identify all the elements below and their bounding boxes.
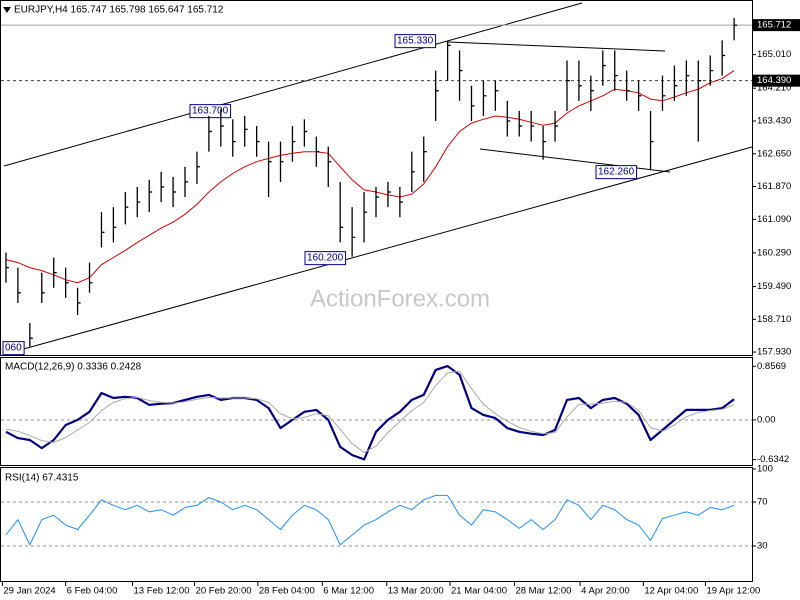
channel-upper xyxy=(3,2,583,167)
x-tick-label: 21 Mar 04:00 xyxy=(451,586,507,597)
y-tick-label: 161.870 xyxy=(757,181,791,192)
macd-panel xyxy=(0,357,753,466)
x-tick-label: 12 Apr 04:00 xyxy=(644,586,698,597)
y-tick-label: 70 xyxy=(757,497,768,508)
annotation-box xyxy=(304,251,347,266)
triangle-upper xyxy=(447,41,666,52)
annotation-box xyxy=(394,34,437,49)
y-tick-label: 160.290 xyxy=(757,247,791,258)
symbol-icon xyxy=(3,7,11,13)
price-panel xyxy=(0,0,753,356)
series-line xyxy=(5,494,735,546)
y-tick-label: 158.710 xyxy=(757,314,791,325)
annotation: 160.200 xyxy=(307,253,344,264)
moving-average xyxy=(5,70,735,284)
y-tick-label: 159.490 xyxy=(757,281,791,292)
triangle-lower xyxy=(479,148,671,173)
price-label: 165.712 xyxy=(757,20,791,31)
watermark: ActionForex.com xyxy=(310,285,490,312)
price-label: 164.390 xyxy=(757,75,791,86)
rsi-title: RSI(14) 67.4315 xyxy=(5,473,79,484)
series-line xyxy=(5,370,735,453)
annotation: 162.260 xyxy=(598,167,635,178)
y-tick-label: 163.430 xyxy=(757,116,791,127)
annotation: 163.700 xyxy=(192,106,229,117)
x-tick-label: 19 Apr 12:00 xyxy=(706,586,760,597)
annotation: 165.330 xyxy=(397,36,434,47)
series-line xyxy=(5,365,735,461)
y-tick-label: 162.650 xyxy=(757,148,791,159)
channel-lower xyxy=(19,146,753,351)
y-tick-label: 0.00 xyxy=(757,414,776,425)
x-tick-label: 4 Apr 20:00 xyxy=(581,586,630,597)
y-tick-label: 157.930 xyxy=(757,347,791,358)
y-tick-label: 30 xyxy=(757,541,768,552)
price-label-box xyxy=(752,19,800,32)
x-tick-label: 28 Mar 12:00 xyxy=(515,586,571,597)
x-tick-label: 6 Mar 12:00 xyxy=(323,586,374,597)
annotation-box xyxy=(595,165,638,180)
x-tick-label: 6 Feb 04:00 xyxy=(67,586,118,597)
y-tick-label: 100 xyxy=(757,464,773,475)
annotation-box xyxy=(2,341,25,356)
y-tick-label: -0.6342 xyxy=(757,454,789,465)
rsi-panel xyxy=(0,467,753,582)
y-tick-label: 161.090 xyxy=(757,214,791,225)
annotation: 060 xyxy=(5,343,22,354)
chart-title: EURJPY,H4 165.747 165.798 165.647 165.71… xyxy=(14,5,224,16)
x-tick-label: 29 Jan 2024 xyxy=(3,586,55,597)
trend-lines xyxy=(3,2,753,351)
y-tick-label: 164.210 xyxy=(757,83,791,94)
x-tick-label: 28 Feb 04:00 xyxy=(259,586,315,597)
y-tick-label: 165.010 xyxy=(757,49,791,60)
macd-title: MACD(12,26,9) 0.3336 0.2428 xyxy=(5,362,142,373)
price-label-box xyxy=(752,74,800,87)
x-tick-label: 13 Feb 12:00 xyxy=(133,586,189,597)
x-tick-label: 13 Mar 20:00 xyxy=(388,586,444,597)
y-tick-label: 0.8569 xyxy=(757,361,786,372)
x-tick-label: 20 Feb 20:00 xyxy=(196,586,252,597)
